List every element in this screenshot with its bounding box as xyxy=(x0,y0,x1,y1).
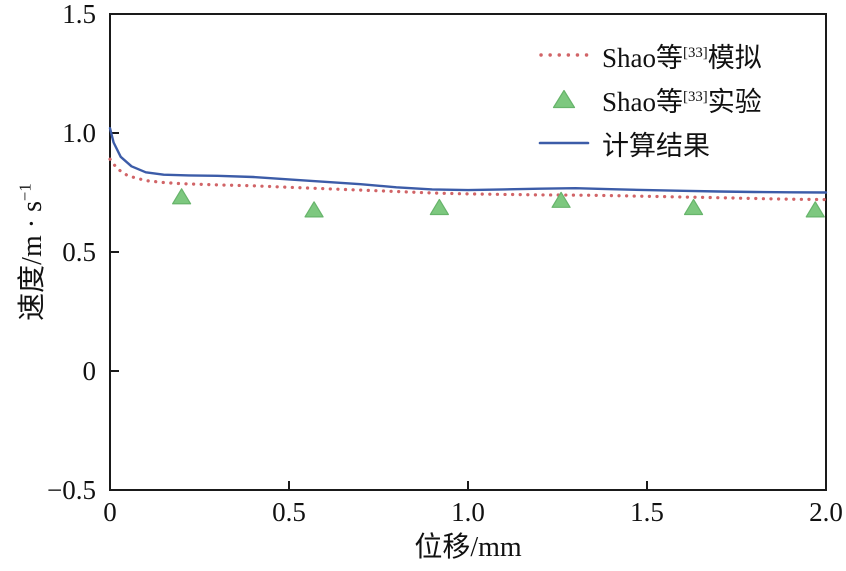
legend-text: 实验 xyxy=(707,86,762,117)
legend-text: Shao等 xyxy=(602,86,683,117)
dotted-line-icon xyxy=(539,53,589,57)
legend-text: 模拟 xyxy=(707,42,762,73)
legend-citation: [33] xyxy=(683,88,708,105)
x-tick-label: 0 xyxy=(103,497,117,527)
triangle-icon xyxy=(552,89,576,109)
x-tick-label: 1.0 xyxy=(451,497,485,527)
legend-text: Shao等 xyxy=(602,42,683,73)
solid-line-marker xyxy=(536,138,592,148)
solid-line-icon xyxy=(538,141,590,145)
y-tick-label: 1.5 xyxy=(62,0,96,29)
y-tick-label: 1.0 xyxy=(62,118,96,148)
triangle-marker xyxy=(536,88,592,110)
legend-item-shao-experiment: Shao等[33]实验 xyxy=(536,77,762,121)
x-tick-label: 2.0 xyxy=(809,497,843,527)
legend-item-shao-simulation: Shao等[33]模拟 xyxy=(536,33,762,77)
x-tick-label: 1.5 xyxy=(630,497,664,527)
legend-citation: [33] xyxy=(683,44,708,61)
legend-label: 计算结果 xyxy=(602,124,710,163)
y-axis-label: 速度/m · s−1 xyxy=(10,183,50,321)
legend: Shao等[33]模拟 Shao等[33]实验 计算结果 xyxy=(536,33,762,165)
legend-text: 计算结果 xyxy=(602,130,710,161)
legend-item-computed-result: 计算结果 xyxy=(536,121,762,165)
y-tick-label: 0.5 xyxy=(62,237,96,267)
y-axis-label-exponent: −1 xyxy=(15,183,35,202)
legend-label: Shao等[33]模拟 xyxy=(602,36,762,75)
dotted-line-marker xyxy=(536,50,592,60)
legend-label: Shao等[33]实验 xyxy=(602,80,762,119)
x-tick-label: 0.5 xyxy=(272,497,306,527)
y-axis-label-base: 速度/m · s xyxy=(17,201,48,321)
x-axis-label: 位移/mm xyxy=(414,532,522,563)
y-tick-label: 0 xyxy=(82,356,97,386)
y-tick-label: −0.5 xyxy=(47,475,96,505)
